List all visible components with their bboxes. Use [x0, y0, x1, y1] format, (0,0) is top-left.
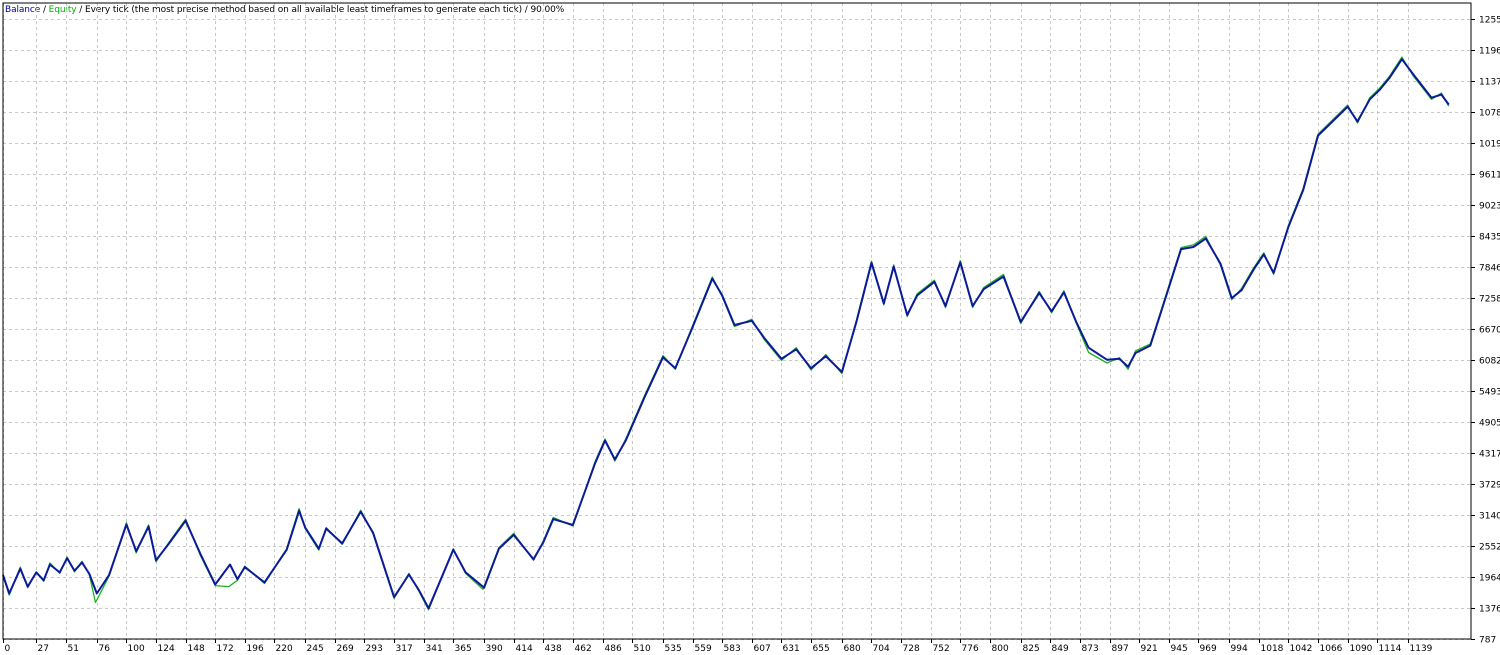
y-tick-label: 5493	[1479, 388, 1500, 398]
x-tick-label: 800	[992, 644, 1009, 654]
x-tick-label: 1042	[1290, 644, 1313, 654]
x-tick-label: 269	[337, 644, 354, 654]
x-tick-label: 752	[933, 644, 950, 654]
y-axis-ticks: 787 1376 1964 2552 3140 3729 4317 4905 5493 6082 6…	[1471, 16, 1500, 646]
legend-equity: Equity	[48, 5, 77, 15]
y-tick-label: 3140	[1479, 512, 1500, 522]
x-tick-label: 124	[158, 644, 175, 654]
x-tick-label: 873	[1082, 644, 1099, 654]
y-tick-label: 11376	[1479, 78, 1500, 88]
x-tick-label: 317	[396, 644, 413, 654]
legend-description: / Every tick (the most precise method ba…	[76, 5, 565, 15]
x-tick-label: 390	[486, 644, 503, 654]
x-tick-label: 969	[1200, 644, 1217, 654]
x-tick-label: 1114	[1379, 644, 1402, 654]
x-tick-label: 172	[217, 644, 234, 654]
legend-separator: /	[40, 5, 49, 15]
x-tick-label: 0	[5, 644, 11, 654]
x-tick-label: 776	[962, 644, 979, 654]
x-tick-label: 631	[783, 644, 800, 654]
x-tick-label: 994	[1231, 644, 1248, 654]
x-tick-label: 365	[455, 644, 472, 654]
x-tick-label: 607	[754, 644, 771, 654]
x-tick-label: 680	[844, 644, 861, 654]
y-tick-label: 8435	[1479, 233, 1500, 243]
y-tick-label: 9023	[1479, 202, 1500, 212]
x-tick-label: 245	[307, 644, 324, 654]
x-tick-label: 196	[247, 644, 264, 654]
y-tick-label: 4317	[1479, 450, 1500, 460]
x-tick-label: 704	[873, 644, 890, 654]
x-tick-label: 341	[426, 644, 443, 654]
y-tick-label: 10199	[1479, 140, 1500, 150]
chart-frame	[2, 2, 1472, 640]
x-tick-label: 559	[695, 644, 712, 654]
y-tick-label: 1376	[1479, 605, 1500, 615]
x-tick-label: 655	[813, 644, 830, 654]
chart-series	[2, 56, 1450, 611]
y-tick-label: 9611	[1479, 171, 1500, 181]
equity-line	[2, 56, 1450, 611]
x-tick-label: 414	[516, 644, 533, 654]
y-tick-label: 3729	[1479, 481, 1500, 491]
x-tick-label: 220	[276, 644, 293, 654]
y-tick-label: 2552	[1479, 543, 1500, 553]
chart-grid	[3, 3, 1471, 640]
y-tick-label: 1964	[1479, 574, 1500, 584]
x-tick-label: 27	[38, 644, 49, 654]
x-tick-label: 1066	[1320, 644, 1343, 654]
x-tick-label: 825	[1023, 644, 1040, 654]
x-tick-label: 462	[575, 644, 592, 654]
x-tick-label: 76	[99, 644, 111, 654]
y-tick-label: 11964	[1479, 47, 1500, 57]
x-tick-label: 1018	[1261, 644, 1284, 654]
y-tick-label: 12552	[1479, 16, 1500, 26]
y-tick-label: 6670	[1479, 326, 1500, 336]
x-axis-ticks: 0 27 51 76 100 124 148 172 196 220 245 269 293 317 341…	[3, 639, 1433, 654]
x-tick-label: 1139	[1410, 644, 1433, 654]
x-tick-label: 148	[188, 644, 205, 654]
x-tick-label: 897	[1112, 644, 1129, 654]
y-tick-label: 6082	[1479, 357, 1500, 367]
y-tick-label: 787	[1479, 636, 1496, 646]
y-tick-label: 7258	[1479, 295, 1500, 305]
x-tick-label: 438	[545, 644, 562, 654]
x-tick-label: 535	[665, 644, 682, 654]
y-tick-label: 4905	[1479, 419, 1500, 429]
x-tick-label: 583	[724, 644, 741, 654]
y-tick-label: 7846	[1479, 264, 1500, 274]
x-tick-label: 728	[903, 644, 920, 654]
x-tick-label: 945	[1171, 644, 1188, 654]
x-tick-label: 486	[605, 644, 622, 654]
chart-legend: Balance / Equity / Every tick (the most …	[5, 5, 564, 15]
x-tick-label: 921	[1141, 644, 1158, 654]
x-tick-label: 51	[68, 644, 79, 654]
legend-balance: Balance	[5, 5, 41, 15]
x-tick-label: 849	[1052, 644, 1069, 654]
balance-line	[2, 58, 1450, 610]
x-tick-label: 100	[128, 644, 145, 654]
x-tick-label: 293	[366, 644, 383, 654]
x-tick-label: 510	[634, 644, 651, 654]
x-tick-label: 1090	[1350, 644, 1373, 654]
y-tick-label: 10788	[1479, 109, 1500, 119]
